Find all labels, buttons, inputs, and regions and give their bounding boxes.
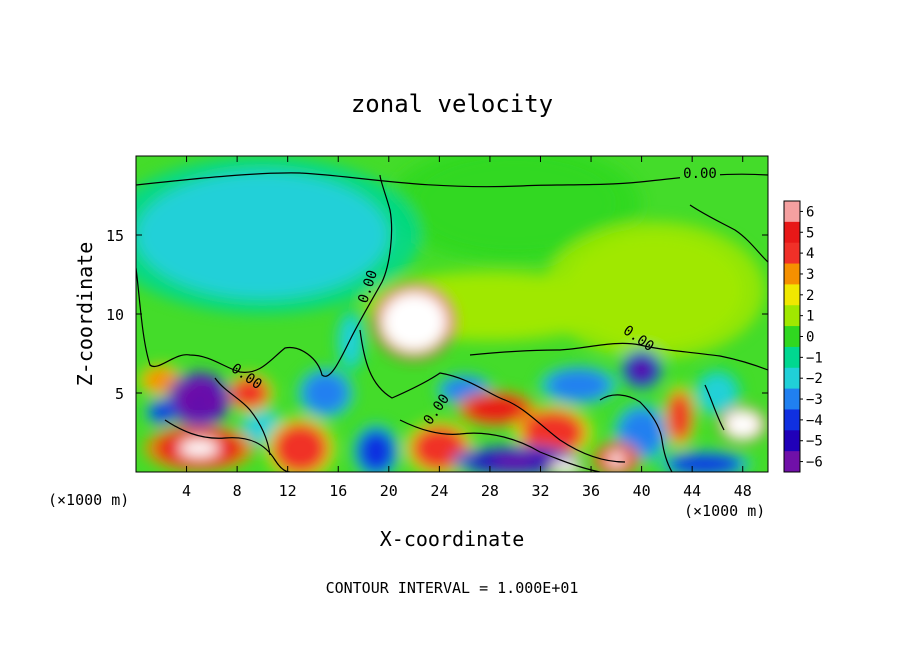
zero-contour: [599, 394, 673, 472]
zero-contour: [399, 419, 601, 472]
y-tick-label: 10: [106, 306, 124, 324]
colorbar-tick-label: 1: [806, 309, 814, 325]
colorbar-tick-label: 2: [806, 288, 814, 304]
colorbar-swatch: [784, 367, 800, 390]
colorbar-swatch: [784, 409, 800, 431]
velocity-blob-core: [734, 418, 752, 431]
velocity-blob: [618, 408, 665, 457]
velocity-blob-core: [634, 362, 649, 377]
x-tick-label: 32: [531, 482, 549, 500]
colorbar-tick-label: 5: [806, 225, 814, 241]
plot-area: 0.00 0.00 0.00 0.00 0.00: [136, 156, 768, 472]
x-tick-label: 8: [233, 482, 242, 500]
velocity-blob-core: [179, 439, 220, 457]
colorbar-tick-label: 6: [806, 204, 814, 220]
velocity-blob: [698, 374, 737, 412]
colorbar-tick-label: −2: [806, 371, 823, 387]
contour-label: 0.00: [683, 166, 717, 182]
colorbar-swatch: [784, 242, 800, 265]
velocity-blob: [546, 369, 611, 401]
x-tick-label: 4: [182, 482, 191, 500]
velocity-blob-core: [492, 455, 538, 467]
colorbar-swatch: [784, 346, 800, 369]
colorbar-swatch: [784, 201, 800, 223]
velocity-blob: [148, 400, 174, 424]
x-tick-label: 12: [279, 482, 297, 500]
x-tick-label: 28: [481, 482, 499, 500]
y-tick-label: 5: [115, 385, 124, 403]
x-tick-label: 48: [734, 482, 752, 500]
colorbar-swatch: [784, 305, 800, 327]
velocity-blob: [143, 367, 179, 393]
velocity-blob-core: [558, 464, 573, 471]
colorbar-tick-label: −1: [806, 350, 823, 366]
chart-title: zonal velocity: [351, 90, 553, 118]
zero-contour: [689, 204, 768, 263]
velocity-blob: [302, 372, 349, 414]
y-tick-label: 15: [106, 227, 124, 245]
colorbar-swatch: [784, 430, 800, 452]
zero-contour: [214, 377, 271, 456]
colorbar-swatch: [784, 388, 800, 410]
contour-interval-note: CONTOUR INTERVAL = 1.000E+01: [326, 579, 579, 597]
zero-contour: [359, 329, 626, 463]
x-tick-label: 16: [329, 482, 347, 500]
x-tick-label: 36: [582, 482, 600, 500]
colorbar-swatch: [784, 284, 800, 306]
y-axis-label: Z-coordinate: [73, 242, 97, 387]
velocity-blob: [414, 156, 617, 251]
colorbar-tick-label: 0: [806, 330, 814, 346]
colorbar-swatch: [784, 451, 800, 473]
velocity-blob-core: [607, 452, 625, 466]
x-unit-left: (×1000 m): [48, 491, 129, 509]
velocity-blob-core: [399, 308, 429, 336]
zero-contour: [136, 172, 768, 188]
colorbar-tick-label: −3: [806, 392, 823, 408]
colorbar-swatch: [784, 221, 800, 244]
zero-contour: [704, 384, 725, 431]
colorbar-tick-label: 3: [806, 267, 814, 283]
x-tick-label: 24: [430, 482, 448, 500]
x-axis-label: X-coordinate: [380, 527, 525, 551]
x-tick-label: 20: [380, 482, 398, 500]
velocity-blob: [464, 394, 528, 424]
colorbar-swatch: [784, 263, 800, 285]
velocity-blob-core: [205, 399, 219, 409]
colorbar: 6 5 4 3 2 1 0 −1 −2 −3 −4 −5 −6: [783, 200, 823, 473]
x-axis: 4 8 12 16 20 24 28 32 36 40 44 48: [182, 156, 752, 500]
velocity-blob: [272, 423, 329, 472]
velocity-blob: [666, 391, 693, 442]
velocity-blob: [666, 453, 743, 472]
velocity-blob: [565, 234, 743, 346]
x-unit-right: (×1000 m): [684, 502, 765, 520]
colorbar-swatch: [784, 326, 800, 348]
zero-contour: [164, 419, 291, 472]
colorbar-tick-label: −5: [806, 434, 823, 450]
zero-contour: [136, 174, 393, 377]
colorbar-tick-label: −6: [806, 455, 823, 471]
colorbar-tick-label: −4: [806, 413, 823, 429]
zero-contour: [469, 342, 768, 371]
velocity-blob: [136, 171, 389, 299]
x-tick-label: 44: [683, 482, 701, 500]
y-axis: 5 10 15: [106, 227, 768, 403]
colorbar-tick-label: 4: [806, 246, 814, 262]
x-tick-label: 40: [633, 482, 651, 500]
velocity-blob: [357, 429, 396, 472]
